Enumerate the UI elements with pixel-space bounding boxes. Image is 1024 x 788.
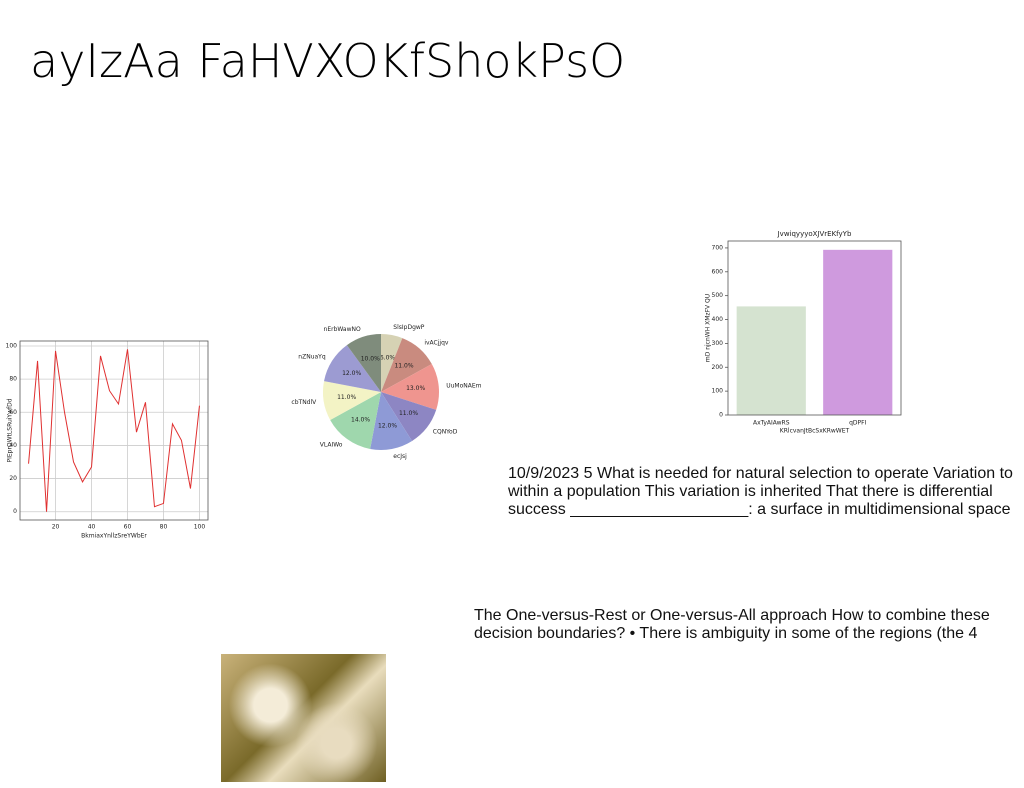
slice-value: 11.0% <box>394 362 413 369</box>
pie-slice <box>346 334 381 392</box>
y-tick-label: 0 <box>13 508 17 515</box>
y-tick-label: 100 <box>6 342 18 349</box>
y-axis-label: mD njcnWH XMzFV QU <box>705 294 712 362</box>
y-tick-label: 600 <box>712 268 724 275</box>
slice-label: SlsIpDgwP <box>393 324 425 331</box>
slice-label: UuMoNAEm <box>446 382 481 389</box>
x-tick-label: 80 <box>160 524 168 531</box>
bar <box>823 249 893 415</box>
x-tick-label: 60 <box>124 524 132 531</box>
plot-frame <box>727 240 902 416</box>
photo <box>221 654 386 782</box>
x-axis-label: KRlcvanJtBcSxKRwWET <box>780 428 850 435</box>
y-tick-label: 500 <box>712 292 724 299</box>
y-tick-label: 400 <box>712 316 724 323</box>
slice-value: 12.0% <box>378 423 397 430</box>
pie-slice <box>330 392 381 449</box>
slice-value: 6.0% <box>380 354 396 361</box>
bar <box>736 306 806 415</box>
y-tick-label: 60 <box>9 409 17 416</box>
x-axis-label: BkmiaxYnllzSreYWbEr <box>81 533 147 540</box>
chart-title: JvwiqyyyoXJVrEKfyYb <box>777 230 852 238</box>
slice-label: ecJsj <box>393 453 407 460</box>
slice-label: ivACjjqv <box>424 339 449 346</box>
slice-label: cbTNdlV <box>291 399 317 406</box>
y-tick-label: 40 <box>9 442 17 449</box>
y-axis-label: PIEprOWtLSRuiYwfDd <box>7 398 14 462</box>
line-series <box>28 349 200 512</box>
slice-value: 10.0% <box>361 355 380 362</box>
pie-slice <box>381 364 439 410</box>
pie-slice <box>381 334 403 392</box>
y-tick-label: 200 <box>712 364 724 371</box>
pie-slice <box>370 392 413 450</box>
x-tick-label: qDPFI <box>849 420 866 427</box>
x-tick-label: AxTyAIAwRS <box>753 420 790 427</box>
y-tick-label: 0 <box>719 412 723 419</box>
pie-slice <box>381 392 437 441</box>
y-tick-label: 300 <box>712 340 724 347</box>
pie-slice <box>324 345 381 392</box>
slice-value: 13.0% <box>406 385 425 392</box>
y-tick-label: 80 <box>9 376 17 383</box>
slice-label: CQNYoD <box>433 429 458 436</box>
charts: 0 20 40 60 80 100 20 40 60 80 100 BkmiaxYnllzSreYWb… <box>6 230 902 540</box>
slide-title: ayIzAa FaHVXOKfShokPsO <box>30 34 626 88</box>
slice-value: 11.0% <box>337 394 356 401</box>
pie-slice <box>381 338 432 392</box>
text-block: The One-versus-Rest or One-versus-All ap… <box>474 607 990 642</box>
plot-frame <box>19 340 209 521</box>
x-tick-label: 100 <box>194 524 206 531</box>
slice-label: VLAIWo <box>320 442 343 449</box>
text-block: 10/9/2023 5 What is needed for natural s… <box>508 465 1013 518</box>
y-tick-label: 20 <box>9 475 17 482</box>
slice-label: nErbWawNO <box>324 326 361 333</box>
slice-value: 14.0% <box>351 417 370 424</box>
y-tick-label: 100 <box>712 388 724 395</box>
x-tick-label: 20 <box>52 524 60 531</box>
y-tick-label: 700 <box>712 244 724 251</box>
pie-slice <box>323 381 381 420</box>
slice-value: 11.0% <box>399 410 418 417</box>
x-tick-label: 40 <box>88 524 96 531</box>
slice-label: nZNuaYq <box>298 353 326 360</box>
slice-value: 12.0% <box>342 370 361 377</box>
